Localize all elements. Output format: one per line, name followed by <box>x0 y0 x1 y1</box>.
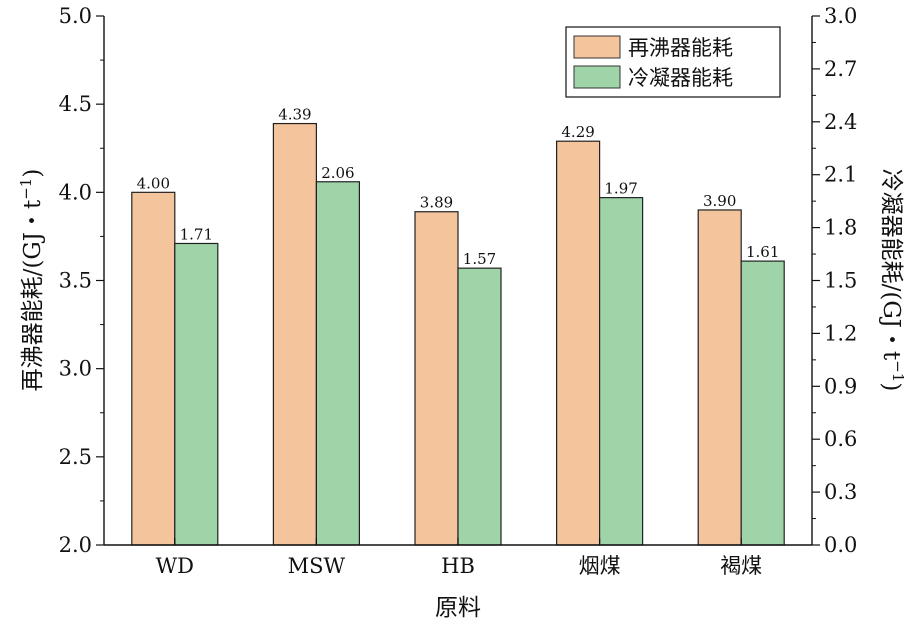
right-y-tick-label-6: 1.8 <box>824 216 857 240</box>
legend-swatch-condenser <box>573 65 621 89</box>
right-y-axis: 0.0 0.3 0.6 0.9 1.2 1.5 1.8 2.1 2.4 2.7 3.0 <box>812 4 857 557</box>
right-y-tick-label-5: 1.5 <box>824 269 857 293</box>
x-tick-label-0: WD <box>156 554 194 578</box>
left-y-tick-label-2: 3.0 <box>59 357 92 381</box>
right-y-axis-title: 冷凝器能耗/(GJ・t−1) <box>878 169 907 392</box>
condenser-bar-3 <box>598 197 644 546</box>
left-y-axis: 2.0 2.5 3.0 3.5 4.0 4.5 5.0 <box>59 4 104 557</box>
left-y-tick-label-4: 4.0 <box>59 180 92 204</box>
reboiler-value-label-2: 3.89 <box>420 194 453 212</box>
right-y-axis-title-sup: −1 <box>889 360 907 382</box>
reboiler-bar-0 <box>131 191 176 546</box>
right-y-axis-title-main: 冷凝器能耗/(GJ・t <box>878 169 904 361</box>
data-labels: 4.00 1.71 4.39 2.06 3.89 1.57 4.29 1.97 3.90 1.61 <box>137 106 780 269</box>
condenser-value-label-3: 1.97 <box>604 180 637 198</box>
legend-label-reboiler: 再沸器能耗 <box>628 36 733 60</box>
reboiler-bar-4 <box>697 209 742 546</box>
condenser-bar-4 <box>740 260 785 546</box>
condenser-bar-1 <box>315 181 360 546</box>
left-y-axis-title-suffix: ) <box>20 169 46 178</box>
right-y-tick-label-2: 0.6 <box>824 427 857 451</box>
left-y-tick-label-0: 2.0 <box>59 533 92 557</box>
reboiler-bar-3 <box>555 140 601 546</box>
left-y-tick-label-3: 3.5 <box>59 269 92 293</box>
right-y-tick-label-9: 2.7 <box>824 57 857 81</box>
right-y-axis-title-suffix: ) <box>878 382 904 391</box>
condenser-bar-2 <box>457 267 502 546</box>
condenser-value-label-2: 1.57 <box>463 250 496 268</box>
legend-label-condenser: 冷凝器能耗 <box>628 66 733 90</box>
reboiler-value-label-1: 4.39 <box>278 106 311 124</box>
x-tick-label-3: 烟煤 <box>579 554 621 578</box>
reboiler-value-label-4: 3.90 <box>703 192 736 210</box>
right-y-tick-label-0: 0.0 <box>824 533 857 557</box>
left-y-axis-title: 再沸器能耗/(GJ・t−1) <box>17 169 46 392</box>
left-y-tick-label-5: 4.5 <box>59 92 92 116</box>
reboiler-bar-1 <box>272 122 317 546</box>
reboiler-bar-2 <box>414 211 459 546</box>
right-y-tick-label-3: 0.9 <box>824 374 857 398</box>
reboiler-value-label-3: 4.29 <box>561 123 594 141</box>
right-y-tick-label-7: 2.1 <box>824 163 857 187</box>
left-y-axis-title-sup: −1 <box>17 178 35 200</box>
x-tick-label-1: MSW <box>288 554 346 578</box>
condenser-value-label-0: 1.71 <box>180 225 213 243</box>
reboiler-value-label-0: 4.00 <box>137 174 170 192</box>
left-y-tick-label-6: 5.0 <box>59 4 92 28</box>
x-tick-label-4: 褐煤 <box>720 554 762 578</box>
right-y-tick-label-1: 0.3 <box>824 480 857 504</box>
x-tick-label-2: HB <box>441 554 475 578</box>
right-y-tick-label-4: 1.2 <box>824 321 857 345</box>
right-y-tick-label-10: 3.0 <box>824 4 857 28</box>
bars-layer <box>131 122 785 546</box>
condenser-value-label-1: 2.06 <box>321 164 354 182</box>
x-axis: WD MSW HB 烟煤 褐煤 <box>156 538 762 578</box>
legend-swatch-reboiler <box>573 35 621 59</box>
left-y-axis-title-main: 再沸器能耗/(GJ・t <box>20 199 46 391</box>
left-y-tick-label-1: 2.5 <box>59 445 92 469</box>
condenser-bar-0 <box>174 242 219 546</box>
right-y-tick-label-8: 2.4 <box>824 110 857 134</box>
condenser-value-label-4: 1.61 <box>746 243 779 261</box>
legend: 再沸器能耗 冷凝器能耗 <box>565 26 781 98</box>
x-axis-title: 原料 <box>435 595 481 621</box>
